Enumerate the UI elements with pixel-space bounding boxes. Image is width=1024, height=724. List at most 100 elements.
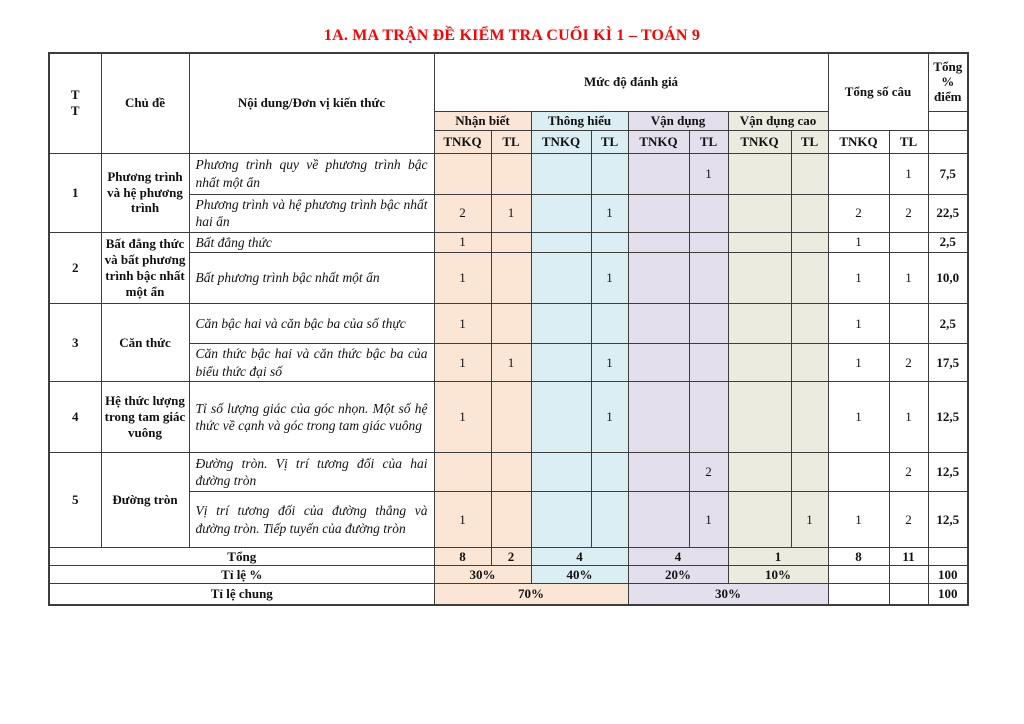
score-cell (530, 343, 592, 383)
score-cell (790, 303, 829, 345)
footer-percent-cell: 100 (927, 565, 969, 585)
total-tnkq-cell: 1 (827, 303, 890, 345)
table-row: Bất phương trình bậc nhất một ẩn 1 1 1 1… (49, 252, 969, 305)
score-cell (530, 152, 592, 195)
footer-total-cell: 8 (827, 547, 890, 567)
subcol-header-tl: TL (590, 129, 629, 154)
subcol-header-tl: TL (888, 129, 929, 154)
score-cell (590, 231, 629, 254)
level-header-van-dung: Vận dụng (627, 110, 729, 131)
score-cell (790, 193, 829, 233)
total-tnkq-cell: 1 (827, 231, 890, 254)
total-tl-cell (888, 303, 929, 345)
score-cell (627, 193, 690, 233)
score-cell (590, 303, 629, 345)
empty-cell (888, 583, 929, 606)
topic-cell: Bất đẳng thức và bất phương trình bậc nh… (100, 231, 190, 305)
total-tnkq-cell: 2 (827, 193, 890, 233)
score-cell (490, 491, 532, 549)
footer-total-cell: 11 (888, 547, 929, 567)
row-number-cell: 4 (48, 381, 102, 454)
empty-cell (827, 583, 890, 606)
empty-cell (827, 565, 890, 585)
score-cell (530, 491, 592, 549)
score-cell (688, 252, 729, 305)
content-cell: Vị trí tương đối của đường thẳng và đườn… (188, 491, 435, 549)
subcol-header-tnkq: TNKQ (433, 129, 492, 154)
table-row: 3 Căn thức Căn bậc hai và căn bậc ba của… (48, 303, 969, 383)
row-number-cell: 1 (48, 152, 102, 233)
score-cell: 1 (433, 381, 492, 454)
footer-ratio-row: Tỉ lệ % 30% 40% 20% 10% 100 (48, 565, 969, 585)
table-row: 2 Bất đẳng thức và bất phương trình bậc … (48, 231, 969, 305)
footer-overall-ratio-row: Tỉ lệ chung 70% 30% 100 (48, 583, 969, 606)
score-cell (490, 303, 532, 345)
footer-ratio-cell: 30% (433, 565, 532, 585)
score-cell (490, 252, 532, 305)
total-tl-cell: 1 (888, 252, 929, 305)
score-cell (790, 252, 829, 305)
col-header-total-percent: Tổng % điểm (927, 52, 969, 112)
table-row: Căn thức bậc hai và căn thức bậc ba của … (49, 343, 969, 383)
score-cell (727, 152, 792, 195)
level-header-nhan-biet: Nhận biết (433, 110, 532, 131)
tt-label: T T (70, 87, 80, 119)
score-cell (627, 152, 690, 195)
header-row-subcols: TNKQ TL TNKQ TL TNKQ TL TNKQ TL TNKQ TL (49, 129, 969, 154)
subcol-header-tnkq: TNKQ (827, 129, 890, 154)
total-tnkq-cell (827, 152, 890, 195)
percent-cell: 7,5 (927, 152, 969, 195)
subcol-header-tnkq: TNKQ (627, 129, 690, 154)
score-cell (627, 452, 690, 493)
total-tl-cell: 2 (888, 452, 929, 493)
score-cell (490, 452, 532, 493)
score-cell: 1 (590, 193, 629, 233)
row-number-cell: 5 (48, 452, 102, 549)
score-cell (530, 252, 592, 305)
header-row-levels: Nhận biết Thông hiểu Vận dụng Vận dụng c… (49, 110, 969, 131)
score-cell (790, 452, 829, 493)
footer-total-cell: 8 (433, 547, 492, 567)
total-tnkq-cell: 1 (827, 381, 890, 454)
content-cell: Tỉ số lượng giác của góc nhọn. Một số hệ… (188, 381, 435, 454)
score-cell (688, 231, 729, 254)
percent-cell: 10,0 (927, 252, 969, 305)
score-cell (627, 381, 690, 454)
topic-cell: Đường tròn (100, 452, 190, 549)
topic-cell: Phương trình và hệ phương trình (100, 152, 190, 233)
percent-cell: 22,5 (927, 193, 969, 233)
score-cell: 1 (433, 231, 492, 254)
total-tl-cell: 2 (888, 193, 929, 233)
score-cell: 1 (433, 343, 492, 383)
col-header-content: Nội dung/Đơn vị kiến thức (188, 52, 435, 154)
topic-cell: Căn thức (100, 303, 190, 383)
score-cell (590, 452, 629, 493)
topic-cell: Hệ thức lượng trong tam giác vuông (100, 381, 190, 454)
table-row: Phương trình và hệ phương trình bậc nhất… (49, 193, 969, 233)
score-cell: 2 (688, 452, 729, 493)
total-tl-cell: 2 (888, 343, 929, 383)
table-row: 4 Hệ thức lượng trong tam giác vuông Tỉ … (48, 381, 969, 454)
score-cell (490, 152, 532, 195)
row-number-cell: 2 (48, 231, 102, 305)
total-tl-cell: 2 (888, 491, 929, 549)
table-row: 5 Đường tròn Đường tròn. Vị trí tương đố… (48, 452, 969, 549)
row-number-cell: 3 (48, 303, 102, 383)
score-cell: 1 (433, 252, 492, 305)
col-header-total-questions: Tổng số câu (827, 52, 929, 131)
subcol-header-tl: TL (790, 129, 829, 154)
footer-ratio-cell: 20% (627, 565, 729, 585)
score-cell (688, 193, 729, 233)
score-cell: 1 (490, 193, 532, 233)
level-header-van-dung-cao: Vận dụng cao (727, 110, 829, 131)
footer-percent-cell: 100 (927, 583, 969, 606)
score-cell (727, 231, 792, 254)
score-cell (627, 252, 690, 305)
score-cell: 1 (433, 303, 492, 345)
page-title: 1A. MA TRẬN ĐỀ KIỂM TRA CUỐI KÌ 1 – TOÁN… (323, 27, 701, 44)
footer-label: Tỉ lệ chung (48, 583, 435, 606)
score-cell (688, 381, 729, 454)
subcol-header-tl: TL (490, 129, 532, 154)
score-cell (530, 303, 592, 345)
score-cell: 1 (790, 491, 829, 549)
